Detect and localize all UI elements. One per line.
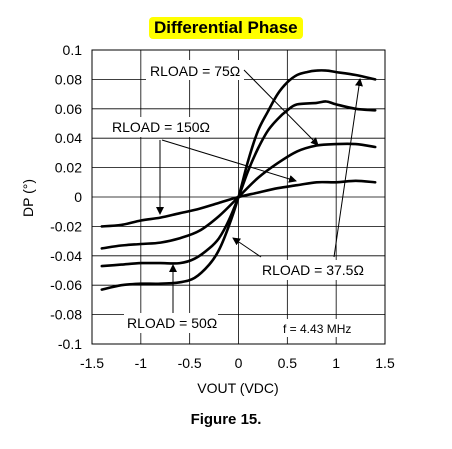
y-tick-label: -0.08 xyxy=(50,307,82,323)
arrow-rload-75 xyxy=(243,69,319,146)
label-rload-150-text: RLOAD = 150Ω xyxy=(112,119,210,135)
axis-ticks: -1.5 -1 -0.5 0 0.5 1 1.5 0.1 0.08 0.06 0.04 0.02 0 -0… xyxy=(50,42,395,371)
y-tick-label: 0 xyxy=(74,189,82,205)
frequency-annotation: f = 4.43 MHz xyxy=(278,319,364,337)
x-tick-label: 1.5 xyxy=(375,355,395,371)
series-line-rload-150 xyxy=(100,179,377,228)
y-tick-label: 0.04 xyxy=(55,130,82,146)
data-series xyxy=(100,69,377,291)
x-tick-label: 0.5 xyxy=(278,355,298,371)
x-tick-label: 1 xyxy=(332,355,340,371)
label-rload-37-5: RLOAD = 37.5Ω xyxy=(232,78,370,280)
label-rload-37-5-text: RLOAD = 37.5Ω xyxy=(262,262,364,278)
label-rload-75-text: RLOAD = 75Ω xyxy=(150,63,240,79)
label-rload-50: RLOAD = 50Ω xyxy=(124,264,218,333)
label-rload-150: RLOAD = 150Ω xyxy=(108,117,297,215)
y-tick-label: -0.06 xyxy=(50,277,82,293)
plot-frame xyxy=(91,49,386,345)
y-tick-label: 0.06 xyxy=(55,101,82,117)
x-axis-label: VOUT (VDC) xyxy=(197,380,278,396)
arrow-rload-37-5-b xyxy=(333,78,363,258)
x-tick-label: -1 xyxy=(135,355,148,371)
arrow-rload-150-b xyxy=(161,139,297,183)
series-line-rload-75 xyxy=(100,69,377,291)
y-tick-label: -0.02 xyxy=(50,218,82,234)
label-rload-75: RLOAD = 75Ω xyxy=(146,60,319,146)
y-tick-label: -0.04 xyxy=(50,248,82,264)
arrow-rload-37-5-a xyxy=(232,237,262,258)
y-axis-label: DP (°) xyxy=(20,179,36,217)
x-tick-label: 0 xyxy=(235,355,243,371)
figure-caption: Figure 15. xyxy=(190,411,262,428)
x-tick-label: -0.5 xyxy=(178,355,202,371)
y-tick-label: 0.02 xyxy=(55,160,82,176)
x-tick-label: -1.5 xyxy=(80,355,104,371)
chart-title: Differential Phase xyxy=(149,17,303,39)
frequency-annotation-text: f = 4.43 MHz xyxy=(283,322,351,336)
y-tick-label: 0.1 xyxy=(63,42,83,58)
y-tick-label: 0.08 xyxy=(55,71,82,87)
label-rload-50-text: RLOAD = 50Ω xyxy=(127,315,217,331)
series-line-rload-50 xyxy=(100,100,377,268)
y-tick-label: -0.1 xyxy=(58,336,82,352)
